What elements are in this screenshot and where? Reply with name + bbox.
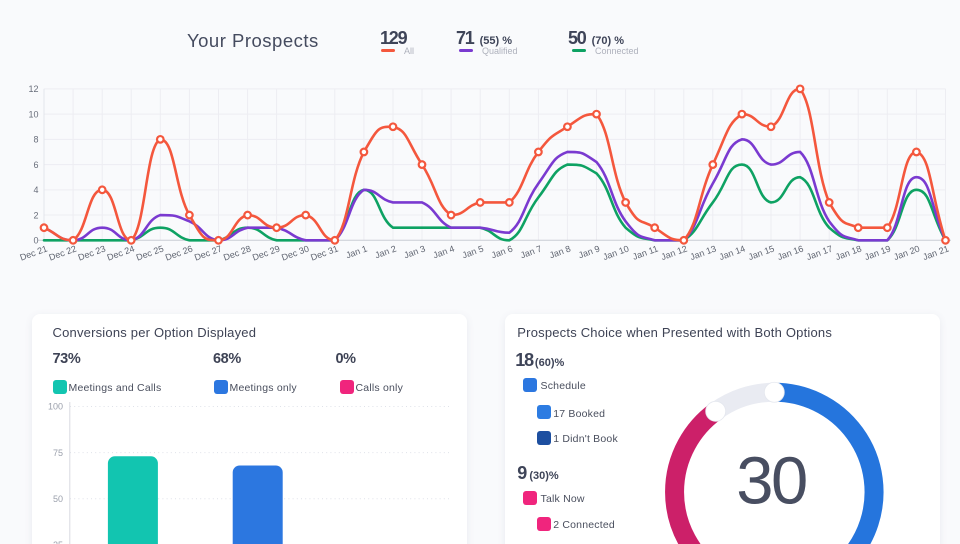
- svg-text:Dec 30: Dec 30: [280, 243, 310, 262]
- svg-text:Dec 22: Dec 22: [48, 243, 78, 262]
- svg-text:Jan 17: Jan 17: [805, 243, 834, 262]
- svg-text:Jan 19: Jan 19: [863, 243, 892, 262]
- svg-text:Jan 16: Jan 16: [776, 243, 805, 262]
- svg-text:Jan 11: Jan 11: [631, 243, 659, 261]
- svg-text:Jan 14: Jan 14: [718, 243, 747, 262]
- svg-text:Jan 6: Jan 6: [490, 243, 514, 260]
- svg-text:12: 12: [28, 84, 38, 94]
- svg-text:Dec 26: Dec 26: [164, 243, 194, 262]
- svg-text:Dec 21: Dec 21: [18, 243, 48, 262]
- svg-text:10: 10: [28, 109, 38, 119]
- svg-text:Jan 2: Jan 2: [374, 243, 398, 260]
- svg-text:Jan 7: Jan 7: [519, 243, 543, 260]
- svg-text:0: 0: [33, 236, 38, 246]
- svg-text:Jan 21: Jan 21: [921, 243, 950, 262]
- svg-text:Jan 4: Jan 4: [432, 243, 456, 260]
- svg-text:Jan 18: Jan 18: [834, 243, 863, 262]
- svg-text:25: 25: [53, 540, 63, 544]
- svg-text:Jan 20: Jan 20: [892, 243, 921, 262]
- svg-text:Dec 27: Dec 27: [193, 243, 223, 262]
- svg-text:8: 8: [33, 135, 38, 145]
- svg-text:Jan 8: Jan 8: [548, 243, 572, 260]
- svg-text:4: 4: [33, 185, 38, 195]
- svg-text:Jan 5: Jan 5: [461, 243, 485, 260]
- svg-text:Jan 3: Jan 3: [403, 243, 427, 260]
- svg-text:Dec 28: Dec 28: [222, 243, 252, 262]
- svg-text:30: 30: [736, 443, 806, 518]
- svg-text:Jan 10: Jan 10: [601, 243, 630, 262]
- svg-text:50: 50: [53, 494, 63, 504]
- svg-text:Dec 24: Dec 24: [106, 243, 136, 262]
- svg-text:Jan 12: Jan 12: [660, 243, 689, 262]
- svg-text:2: 2: [33, 210, 38, 220]
- svg-text:Dec 31: Dec 31: [309, 243, 339, 262]
- svg-text:Jan 13: Jan 13: [689, 243, 718, 262]
- svg-text:Jan 9: Jan 9: [577, 243, 601, 260]
- svg-text:100: 100: [48, 402, 63, 412]
- svg-text:Dec 25: Dec 25: [135, 243, 165, 262]
- svg-text:Jan 1: Jan 1: [344, 243, 368, 260]
- svg-text:6: 6: [33, 160, 38, 170]
- svg-text:Dec 23: Dec 23: [77, 243, 107, 262]
- svg-text:Dec 29: Dec 29: [251, 243, 281, 262]
- svg-text:Jan 15: Jan 15: [747, 243, 776, 262]
- svg-text:75: 75: [53, 448, 63, 458]
